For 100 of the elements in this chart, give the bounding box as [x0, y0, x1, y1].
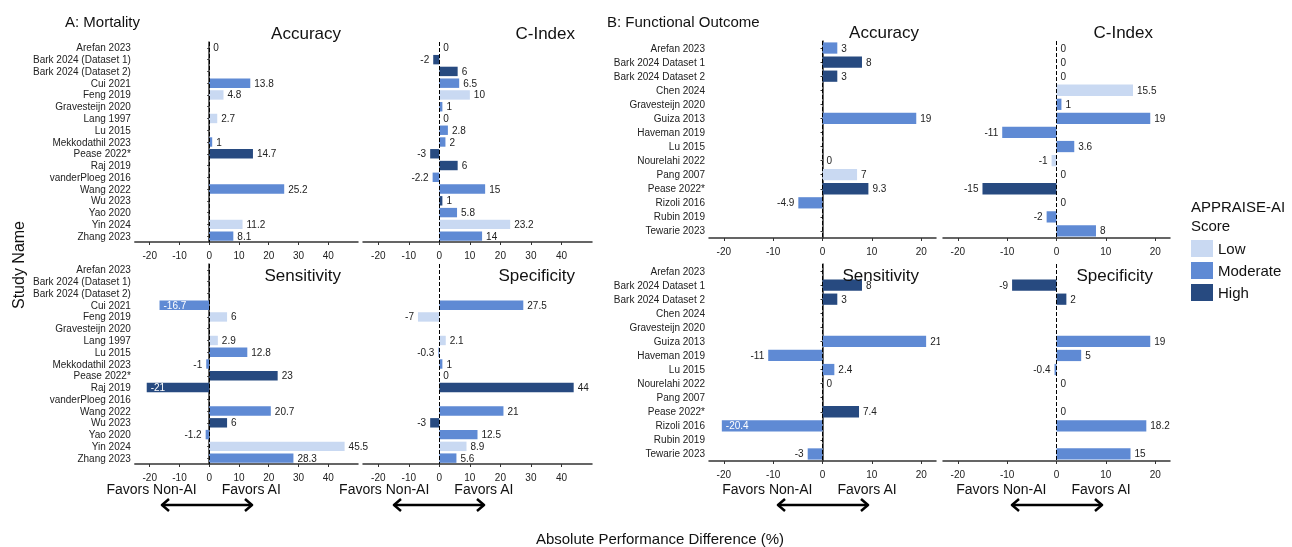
data-label: 8 [1099, 225, 1106, 237]
x-tick-label: 40 [555, 249, 568, 261]
y-tick-label: Guiza 2013 [653, 112, 706, 124]
y-tick-label: Lang 1997 [83, 334, 132, 346]
x-tick-label: 0 [1053, 245, 1060, 257]
y-tick-label: Bark 2024 (Dataset 1) [33, 276, 131, 288]
x-tick-label: 10 [1100, 245, 1112, 257]
y-tick-label: Gravesteijn 2020 [55, 323, 132, 335]
data-label: 14 [486, 230, 498, 242]
chart-title: Specificity [498, 266, 576, 285]
y-tick-label: Nourelahi 2022 [637, 155, 706, 167]
text: Favors AI [454, 481, 514, 497]
data-label: -16.7 [163, 299, 187, 311]
x-tick-label: -20 [371, 471, 386, 483]
y-axis-title: Study Name [10, 220, 28, 312]
x-tick-label: -20 [716, 245, 732, 257]
y-tick-label: Bark 2024 (Dataset 2) [33, 287, 131, 299]
y-tick-label: Cui 2021 [90, 299, 132, 311]
data-label: 6 [461, 160, 468, 172]
x-tick-label: 10 [866, 245, 878, 257]
x-tick-label: 0 [1053, 468, 1060, 480]
y-tick-label: Bark 2024 Dataset 2 [613, 70, 706, 82]
data-label: 4.8 [227, 89, 242, 101]
y-tick-label: Yin 2024 [91, 440, 132, 452]
y-tick-label: Lu 2015 [94, 124, 132, 136]
legend-label: High [1218, 284, 1249, 301]
data-label: 6 [231, 417, 238, 429]
y-tick-label: Yao 2020 [88, 207, 132, 219]
y-tick-label: Bark 2024 (Dataset 2) [33, 65, 131, 77]
data-label: -3 [794, 448, 805, 460]
x-tick-label: 30 [292, 249, 305, 261]
x-tick-label: -20 [716, 468, 732, 480]
data-label: 23 [281, 370, 294, 382]
x-tick-label: -10 [172, 249, 188, 261]
data-label: 25.2 [288, 183, 309, 195]
data-label: -4.9 [777, 197, 795, 209]
text: Favors Non-AI [722, 481, 813, 497]
y-tick-label: Haveman 2019 [637, 349, 706, 361]
data-label: 2.8 [451, 124, 467, 136]
data-label: 0 [1060, 56, 1067, 68]
y-tick-label: Pease 2022* [73, 370, 131, 382]
data-label: 19 [1154, 112, 1166, 124]
data-label: 0 [826, 378, 833, 390]
x-axis-title: Absolute Performance Difference (%) [535, 530, 785, 547]
y-tick-label: Wang 2022 [80, 183, 132, 195]
data-label: 12.8 [251, 346, 272, 358]
data-label: 14.7 [256, 148, 277, 160]
data-label: 1 [446, 101, 453, 113]
data-label: 18.2 [1150, 420, 1171, 432]
text: Favors AI [1071, 481, 1131, 497]
x-tick-label: 10 [866, 468, 878, 480]
data-label: 12.5 [481, 429, 502, 441]
data-label: 44 [577, 382, 590, 394]
x-tick-label: 20 [494, 471, 507, 483]
y-tick-label: Arefan 2023 [650, 42, 706, 54]
x-tick-label: 30 [525, 249, 537, 261]
data-label: -7 [405, 311, 415, 323]
y-tick-label: Mekkodathil 2023 [52, 358, 132, 370]
text: Favors AI [221, 481, 281, 497]
y-tick-label: Raj 2019 [90, 160, 132, 172]
text: Favors Non-AI [106, 481, 197, 497]
data-label: 0 [1060, 197, 1067, 209]
x-tick-label: -10 [765, 245, 781, 257]
data-label: 15 [1134, 448, 1147, 460]
data-label: 28.3 [297, 452, 318, 464]
x-tick-label: -20 [950, 468, 966, 480]
data-label: 27.5 [527, 299, 548, 311]
chart-title: C-Index [515, 24, 576, 43]
data-label: 2 [449, 136, 456, 148]
x-tick-label: -20 [950, 245, 966, 257]
data-label: -0.3 [417, 346, 435, 358]
data-label: 19 [920, 112, 932, 124]
data-label: 1 [446, 195, 453, 207]
chart-title: Accuracy [271, 24, 342, 43]
data-label: 0 [826, 155, 833, 167]
data-label: -2 [420, 54, 430, 66]
data-label: 10 [473, 89, 486, 101]
y-tick-label: Yao 2020 [88, 429, 132, 441]
y-tick-label: Arefan 2023 [76, 42, 132, 54]
y-tick-label: Zhang 2023 [77, 452, 132, 464]
data-label: 19 [1154, 335, 1166, 347]
y-tick-label: Rubin 2019 [653, 434, 706, 446]
data-label: 5 [1085, 349, 1092, 361]
data-label: -0.4 [1033, 364, 1051, 376]
x-tick-label: -10 [999, 245, 1015, 257]
data-label: 11.2 [246, 218, 266, 230]
x-tick-label: 20 [263, 471, 275, 483]
x-tick-label: 0 [206, 249, 213, 261]
y-tick-label: Wu 2023 [90, 417, 132, 429]
data-label: 21 [930, 335, 942, 347]
legend-label: Moderate [1218, 262, 1282, 279]
data-label: 0 [443, 112, 450, 124]
data-label: -1 [193, 358, 203, 370]
y-tick-label: Tewarie 2023 [645, 225, 706, 237]
x-tick-label: 40 [555, 471, 568, 483]
data-label: 2.9 [221, 334, 237, 346]
x-tick-label: -10 [401, 471, 417, 483]
x-tick-label: 20 [1149, 245, 1162, 257]
data-label: 3 [841, 293, 848, 305]
data-label: 3 [841, 42, 848, 54]
